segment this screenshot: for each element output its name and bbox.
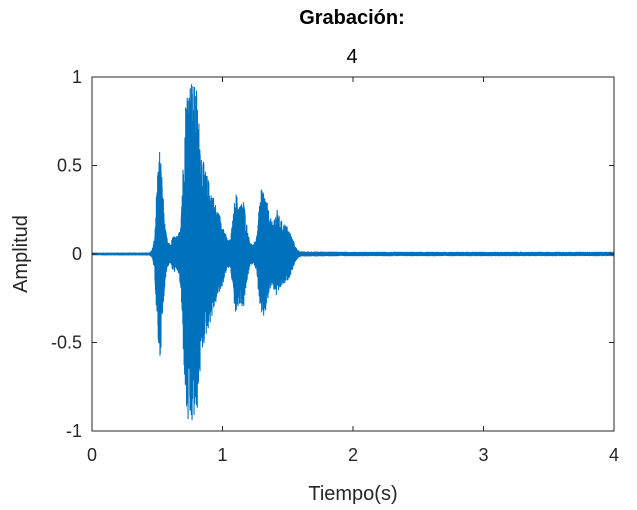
y-tick-label: 0: [72, 244, 82, 264]
waveform-series-line: [91, 84, 615, 421]
y-tick-label: -1: [66, 421, 82, 441]
y-axis-label: Amplitud: [10, 215, 32, 293]
x-axis-label: Tiempo(s): [308, 483, 397, 505]
chart-subtitle: 4: [346, 46, 357, 68]
y-tick-label: -0.5: [51, 333, 82, 353]
x-tick-label: 3: [478, 445, 488, 465]
ticks-group: [91, 76, 615, 432]
y-tick-label: 0.5: [57, 156, 82, 176]
chart-title: Grabación:: [299, 7, 405, 29]
x-tick-label: 0: [87, 445, 97, 465]
x-tick-label: 2: [348, 445, 358, 465]
series-line-group: [91, 84, 615, 421]
y-tick-label: 1: [72, 67, 82, 87]
x-tick-label: 1: [217, 445, 227, 465]
x-tick-label: 4: [609, 445, 619, 465]
